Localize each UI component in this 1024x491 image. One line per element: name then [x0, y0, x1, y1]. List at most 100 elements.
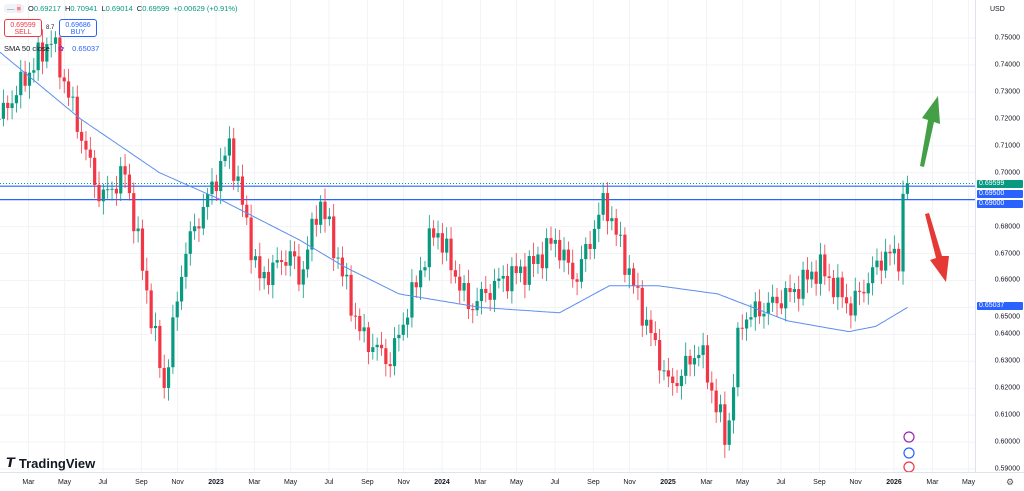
- candle-body: [692, 358, 697, 365]
- candle-body: [362, 327, 366, 332]
- time-axis[interactable]: ⚙ Mar May Jul Sep Nov 2023 Mar May Jul Sep Nov 2024…: [0, 472, 1024, 491]
- candle-body: [223, 155, 227, 162]
- candle-body: [527, 256, 531, 285]
- candle-body: [132, 193, 136, 232]
- candle-body: [153, 325, 158, 329]
- candle-body: [349, 274, 353, 316]
- candle-body: [80, 131, 84, 141]
- candle-body: [458, 276, 462, 291]
- high-value: 0.70941: [70, 4, 98, 13]
- candle-body: [236, 176, 240, 181]
- candle-body: [410, 282, 414, 318]
- candle-body: [614, 218, 618, 235]
- candle-body: [101, 189, 105, 202]
- candle-body: [675, 383, 679, 387]
- candle-body: [588, 244, 592, 249]
- price-tag: 0.65037: [977, 302, 1023, 311]
- candle-body: [749, 317, 753, 320]
- candle-body: [262, 271, 266, 279]
- close-value: 0.69599: [142, 4, 170, 13]
- settings-icon[interactable]: ⚙: [1006, 477, 1015, 487]
- candle-body: [618, 234, 623, 236]
- candle-body: [514, 266, 518, 274]
- down-arrow: [925, 213, 949, 282]
- candle-body: [106, 189, 110, 191]
- candle-body: [40, 42, 45, 62]
- candle-body: [332, 216, 336, 259]
- candle-body: [597, 214, 601, 229]
- candle-body: [623, 234, 627, 275]
- candle-body: [88, 149, 92, 158]
- candle-body: [553, 239, 557, 244]
- tradingview-logo[interactable]: 𝙏 TradingView: [6, 455, 96, 471]
- price-axis[interactable]: USD 0.75000 0.74000 0.73000 0.72000 0.71000 0…: [975, 0, 1024, 473]
- time-tick: May: [735, 479, 750, 486]
- candle-body: [93, 157, 97, 185]
- candle-body: [440, 233, 444, 253]
- candle-body: [501, 276, 505, 279]
- candle-body: [731, 387, 736, 421]
- candle-body: [119, 166, 123, 194]
- candle-body: [744, 319, 749, 329]
- candle-body: [784, 288, 788, 309]
- candle-body: [605, 193, 610, 222]
- sma-settings-icon[interactable]: ✿: [57, 44, 65, 53]
- sma-legend[interactable]: SMA 50 close ✿ 0.65037: [4, 44, 99, 53]
- candle-body: [36, 42, 40, 71]
- candle-body: [831, 277, 836, 298]
- candle-body: [788, 288, 792, 293]
- candle-body: [171, 317, 175, 368]
- candle-body: [405, 317, 410, 325]
- candle-body: [32, 70, 36, 73]
- time-tick: Mar: [926, 479, 939, 486]
- buy-button[interactable]: 0.69686 BUY: [59, 19, 97, 37]
- candle-body: [371, 347, 375, 352]
- candle-body: [801, 269, 805, 299]
- price-chart[interactable]: [0, 0, 975, 472]
- time-tick: Mar: [700, 479, 713, 486]
- event-icon: [903, 431, 915, 443]
- price-tick: 0.59000: [994, 465, 1020, 473]
- time-tick: Mar: [22, 479, 35, 486]
- candle-body: [75, 96, 79, 132]
- candle-body: [627, 268, 631, 275]
- candle-body: [179, 276, 184, 302]
- candle-body: [127, 174, 132, 194]
- candle-body: [762, 313, 766, 317]
- candle-body: [292, 251, 297, 257]
- candle-body: [158, 325, 162, 368]
- time-tick: Sep: [587, 479, 600, 486]
- candle-body: [897, 248, 901, 272]
- candle-body: [145, 270, 149, 291]
- candle-body: [397, 334, 401, 339]
- candle-body: [432, 228, 436, 238]
- logo-icon: 𝙏: [6, 455, 15, 470]
- event-icon: [903, 447, 915, 459]
- price-tick: 0.70000: [994, 169, 1020, 176]
- candle-body: [532, 256, 536, 264]
- candle-body: [853, 290, 857, 316]
- candle-body: [445, 238, 449, 253]
- price-tag: 0.69500: [977, 189, 1023, 198]
- candle-body: [136, 228, 140, 232]
- candle-body: [818, 254, 823, 284]
- candle-body: [649, 319, 653, 334]
- time-tick: Sep: [135, 479, 148, 486]
- candle-body: [271, 262, 275, 286]
- candle-body: [771, 296, 775, 303]
- candle-body: [314, 218, 318, 225]
- candle-body: [797, 289, 801, 299]
- sell-button[interactable]: 0.69599 SELL: [4, 19, 42, 37]
- change-value: +0.00629 (+0.91%): [173, 4, 238, 13]
- candle-body: [758, 301, 762, 317]
- sma-value: 0.65037: [72, 44, 100, 53]
- symbol-toggle[interactable]: — ≡: [4, 4, 24, 13]
- candle-body: [436, 233, 440, 238]
- candle-body: [827, 276, 831, 278]
- candle-body: [849, 303, 853, 316]
- candle-body: [562, 249, 566, 261]
- candle-body: [892, 248, 896, 254]
- candle-body: [884, 251, 888, 271]
- candle-body: [301, 269, 305, 285]
- candle-body: [379, 344, 384, 349]
